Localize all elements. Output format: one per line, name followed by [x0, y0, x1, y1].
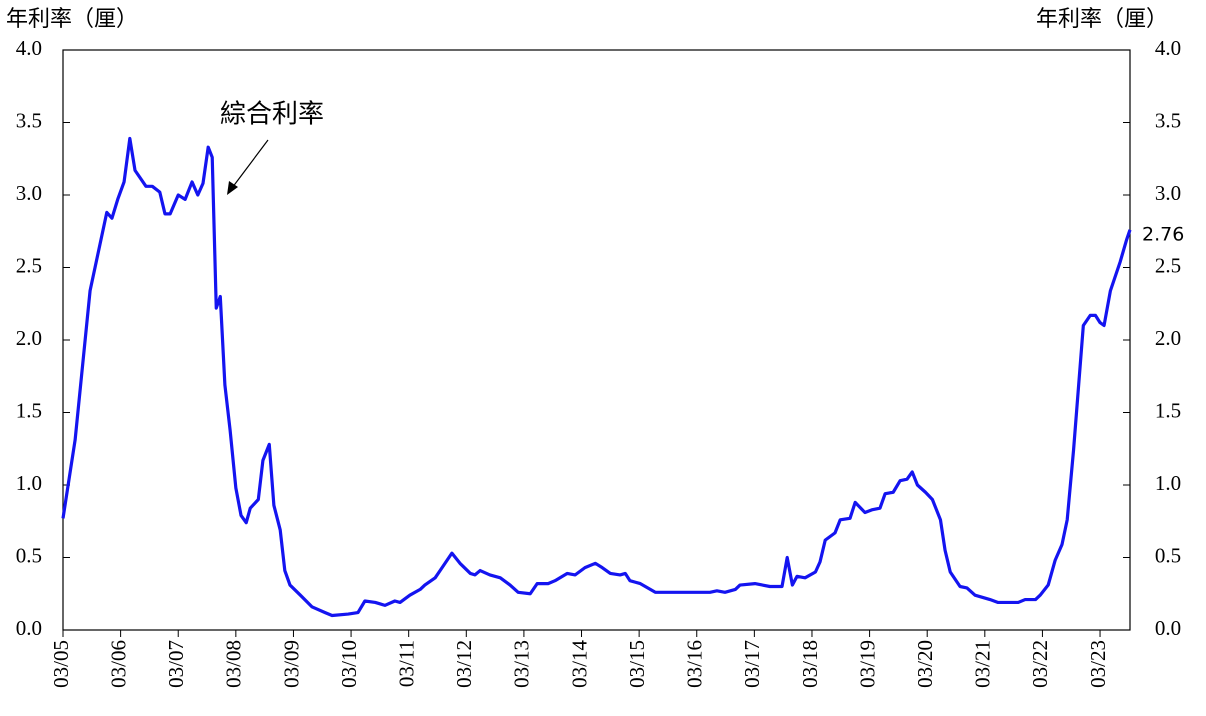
y2-tick-label: 2.5	[1155, 253, 1181, 277]
series-annotation: 綜合利率	[220, 100, 324, 130]
x-tick-label: 03/12	[452, 640, 476, 688]
x-tick-label: 03/08	[222, 640, 246, 688]
x-tick-label: 03/15	[625, 640, 649, 688]
data-line	[61, 136, 1132, 618]
end-value-label: 2.76	[1142, 223, 1184, 245]
y-tick-label: 3.5	[16, 108, 42, 132]
x-tick-label: 03/13	[510, 640, 534, 688]
y2-tick-label: 1.0	[1155, 471, 1181, 495]
y-tick-label: 0.5	[16, 543, 42, 567]
x-tick-label: 03/23	[1086, 640, 1110, 688]
x-tick-label: 03/20	[913, 640, 937, 688]
x-tick-label: 03/16	[683, 640, 707, 688]
y-tick-label: 2.5	[16, 253, 42, 277]
x-tick-label: 03/21	[971, 640, 995, 688]
y-axis-title: 年利率（厘）	[6, 7, 138, 32]
y2-axis-title: 年利率（厘）	[1036, 7, 1168, 32]
y-tick-label: 4.0	[16, 36, 42, 60]
y2-tick-label: 2.0	[1155, 326, 1181, 350]
y2-tick-label: 0.5	[1155, 543, 1181, 567]
y2-tick-label: 1.5	[1155, 398, 1181, 422]
y2-tick-label: 3.0	[1155, 181, 1181, 205]
x-tick-label: 03/19	[855, 640, 879, 688]
annotation-arrow	[231, 139, 269, 189]
y2-tick-label: 0.0	[1155, 616, 1181, 640]
x-tick-label: 03/22	[1028, 640, 1052, 688]
x-tick-label: 03/18	[798, 640, 822, 688]
x-tick-label: 03/10	[337, 640, 361, 688]
y-tick-label: 1.0	[16, 471, 42, 495]
annotation-arrowhead	[227, 181, 238, 195]
x-tick-label: 03/06	[106, 640, 130, 688]
x-tick-label: 03/09	[279, 640, 303, 688]
x-tick-label: 03/07	[164, 640, 188, 688]
y2-tick-label: 3.5	[1155, 108, 1181, 132]
y-tick-label: 2.0	[16, 326, 42, 350]
y-tick-label: 1.5	[16, 398, 42, 422]
x-tick-label: 03/05	[49, 640, 73, 688]
y-tick-label: 3.0	[16, 181, 42, 205]
x-tick-label: 03/17	[740, 640, 764, 688]
y2-tick-label: 4.0	[1155, 36, 1181, 60]
x-tick-label: 03/14	[567, 640, 591, 688]
y-tick-label: 0.0	[16, 616, 42, 640]
x-tick-label: 03/11	[394, 640, 418, 687]
